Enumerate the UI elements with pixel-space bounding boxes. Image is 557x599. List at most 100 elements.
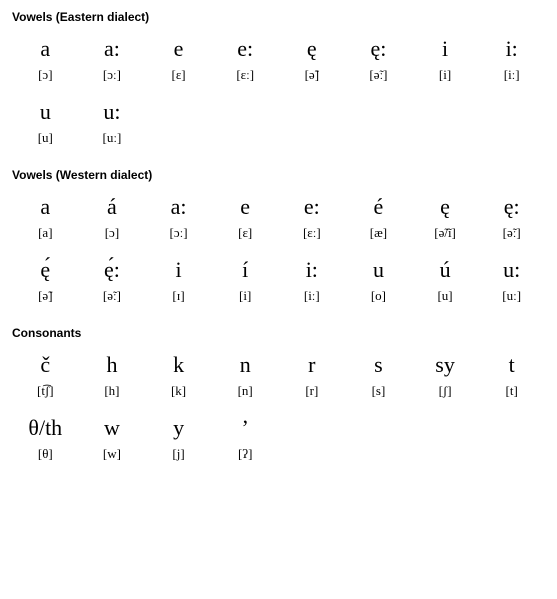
section-title: Consonants <box>12 326 545 340</box>
glyph-cell <box>478 407 545 447</box>
ipa-cell: [uː] <box>478 289 545 312</box>
ipa-cell: [ə̃/ĩ] <box>412 226 479 249</box>
glyph-cell: i <box>145 249 212 289</box>
ipa-cell: [t͡ʃ] <box>12 384 79 407</box>
section-title: Vowels (Eastern dialect) <box>12 10 545 24</box>
glyph-cell: i <box>412 28 479 68</box>
section-title: Vowels (Western dialect) <box>12 168 545 182</box>
ipa-cell <box>279 131 346 154</box>
glyph-cell: ę <box>412 186 479 226</box>
ipa-cell <box>279 447 346 470</box>
glyph-cell: a: <box>145 186 212 226</box>
glyph-cell <box>145 91 212 131</box>
ipa-cell <box>212 131 279 154</box>
glyph-cell: á <box>79 186 146 226</box>
ipa-cell: [æ] <box>345 226 412 249</box>
glyph-cell: n <box>212 344 279 384</box>
ipa-cell: [a] <box>12 226 79 249</box>
glyph-cell: í <box>212 249 279 289</box>
glyph-cell: r <box>279 344 346 384</box>
glyph-cell: a: <box>79 28 146 68</box>
glyph-cell <box>279 407 346 447</box>
glyph-row: aáa:ee:éęę: <box>12 186 545 226</box>
ipa-cell <box>412 447 479 470</box>
glyph-cell: ú <box>412 249 479 289</box>
ipa-cell: [w] <box>79 447 146 470</box>
glyph-cell: y <box>145 407 212 447</box>
glyph-cell: e <box>145 28 212 68</box>
ipa-cell: [k] <box>145 384 212 407</box>
ipa-cell <box>478 131 545 154</box>
section-spacer <box>12 312 545 320</box>
glyph-cell: sy <box>412 344 479 384</box>
glyph-cell: ę́ <box>12 249 79 289</box>
ipa-cell <box>145 131 212 154</box>
glyph-row: aa:ee:ęę:ii: <box>12 28 545 68</box>
ipa-cell: [u] <box>12 131 79 154</box>
ipa-cell <box>345 131 412 154</box>
glyph-cell: e: <box>212 28 279 68</box>
glyph-cell: ę <box>279 28 346 68</box>
glyph-cell <box>478 91 545 131</box>
ipa-cell: [ə̃ː] <box>478 226 545 249</box>
glyph-cell: é <box>345 186 412 226</box>
ipa-cell: [ɛ] <box>212 226 279 249</box>
ipa-row: [ə̃][ə̃ː][ɪ][i][iː][o][u][uː] <box>12 289 545 312</box>
glyph-cell: u: <box>478 249 545 289</box>
ipa-cell: [ə̃] <box>279 68 346 91</box>
ipa-cell: [ɔ] <box>79 226 146 249</box>
glyph-cell <box>212 91 279 131</box>
glyph-cell <box>412 407 479 447</box>
glyph-cell: ę: <box>345 28 412 68</box>
glyph-cell: e: <box>279 186 346 226</box>
ipa-cell: [ɔː] <box>79 68 146 91</box>
ipa-cell: [uː] <box>79 131 146 154</box>
ipa-cell: [n] <box>212 384 279 407</box>
ipa-cell: [i] <box>412 68 479 91</box>
glyph-row: ę́ę́:iíi:uúu: <box>12 249 545 289</box>
section-spacer <box>12 154 545 162</box>
ipa-cell: [o] <box>345 289 412 312</box>
ipa-cell: [j] <box>145 447 212 470</box>
glyph-cell: a <box>12 28 79 68</box>
ipa-cell: [ə̃ː] <box>79 289 146 312</box>
ipa-cell: [i] <box>212 289 279 312</box>
glyph-cell <box>412 91 479 131</box>
glyph-cell: u <box>345 249 412 289</box>
ipa-cell: [ʔ] <box>212 447 279 470</box>
ipa-cell: [ə̃ː] <box>345 68 412 91</box>
glyph-row: čhknrssyt <box>12 344 545 384</box>
ipa-cell: [ʃ] <box>412 384 479 407</box>
ipa-cell: [iː] <box>478 68 545 91</box>
glyph-row: uu: <box>12 91 545 131</box>
ipa-cell: [ɪ] <box>145 289 212 312</box>
glyph-cell <box>345 91 412 131</box>
glyph-cell: a <box>12 186 79 226</box>
glyph-cell: ę: <box>478 186 545 226</box>
glyph-cell: ’ <box>212 407 279 447</box>
ipa-cell: [ə̃] <box>12 289 79 312</box>
glyph-cell: θ/th <box>12 407 79 447</box>
ipa-row: [a][ɔ][ɔː][ɛ][ɛː][æ][ə̃/ĩ][ə̃ː] <box>12 226 545 249</box>
glyph-row: θ/thwy’ <box>12 407 545 447</box>
ipa-cell: [ɛː] <box>212 68 279 91</box>
ipa-cell: [h] <box>79 384 146 407</box>
glyph-cell <box>279 91 346 131</box>
ipa-cell: [s] <box>345 384 412 407</box>
glyph-cell: e <box>212 186 279 226</box>
glyph-cell: h <box>79 344 146 384</box>
ipa-cell: [t] <box>478 384 545 407</box>
glyph-cell: u: <box>79 91 146 131</box>
glyph-cell <box>345 407 412 447</box>
ipa-row: [θ][w][j][ʔ] <box>12 447 545 470</box>
ipa-cell <box>345 447 412 470</box>
ipa-cell: [r] <box>279 384 346 407</box>
ipa-cell <box>478 447 545 470</box>
glyph-cell: s <box>345 344 412 384</box>
ipa-cell <box>412 131 479 154</box>
glyph-cell: u <box>12 91 79 131</box>
glyph-cell: i: <box>478 28 545 68</box>
ipa-cell: [ɔː] <box>145 226 212 249</box>
ipa-row: [t͡ʃ][h][k][n][r][s][ʃ][t] <box>12 384 545 407</box>
glyph-cell: ę́: <box>79 249 146 289</box>
